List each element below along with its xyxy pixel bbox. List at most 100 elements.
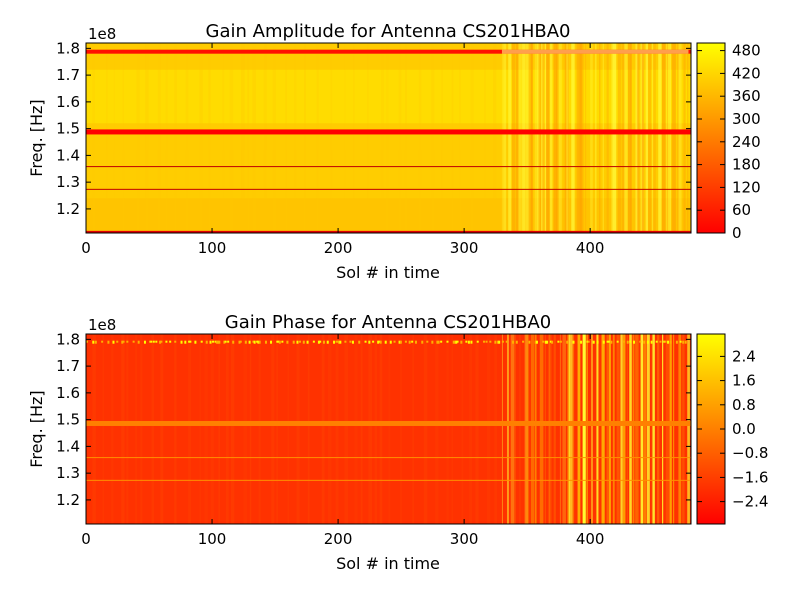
heatmap-noise	[217, 340, 220, 344]
colorbar-tick-label: 480	[732, 42, 761, 60]
heatmap-streak	[344, 43, 346, 233]
heatmap-streak	[612, 334, 615, 524]
amplitude-y-axis-label: Freq. [Hz]	[27, 99, 46, 176]
heatmap-streak	[122, 43, 125, 233]
heatmap-base	[86, 334, 691, 524]
heatmap-streak	[225, 334, 229, 524]
heatmap-noise	[456, 340, 459, 343]
heatmap-noise	[414, 340, 417, 344]
heatmap-streak	[285, 43, 288, 233]
heatmap-noise	[188, 340, 191, 343]
heatmap-streak	[461, 334, 464, 524]
heatmap-streak	[667, 43, 668, 233]
heatmap-streak	[441, 43, 443, 233]
heatmap-streak	[151, 334, 155, 524]
heatmap-noise	[143, 340, 146, 344]
heatmap-streak	[113, 43, 116, 233]
heatmap-streak	[601, 334, 605, 524]
amplitude-heatmap	[86, 43, 691, 233]
heatmap-streak	[678, 43, 682, 233]
heatmap-noise	[485, 340, 488, 343]
heatmap-streak	[687, 334, 690, 524]
heatmap-noise	[607, 340, 610, 343]
heatmap-streak	[641, 43, 644, 233]
heatmap-streak	[519, 334, 521, 524]
heatmap-noise	[132, 340, 135, 343]
colorbar-tick-label: 420	[732, 64, 761, 82]
colorbar-tick-label: 0	[732, 224, 742, 242]
heatmap-noise	[546, 340, 549, 344]
heatmap-streak	[558, 43, 562, 233]
x-tick-label: 100	[198, 530, 227, 548]
heatmap-streak	[586, 334, 588, 524]
heatmap-streak	[580, 43, 584, 233]
x-tick-label: 300	[450, 530, 479, 548]
heatmap-streak	[662, 334, 664, 524]
x-tick-label: 200	[324, 530, 353, 548]
heatmap-noise	[664, 340, 667, 343]
heatmap-streak	[668, 43, 671, 233]
heatmap-streak	[208, 43, 211, 233]
heatmap-streak	[145, 43, 149, 233]
heatmap-flag-line	[86, 230, 691, 233]
heatmap-noise	[351, 340, 354, 344]
heatmap-noise	[212, 340, 215, 343]
heatmap-noise	[534, 340, 537, 344]
heatmap-streak	[165, 43, 168, 233]
heatmap-noise	[112, 340, 115, 344]
heatmap-streak	[188, 334, 191, 524]
heatmap-noise	[286, 340, 289, 344]
heatmap-streak	[321, 334, 325, 524]
heatmap-streak	[111, 334, 114, 524]
heatmap-noise	[339, 340, 342, 344]
phase-colorbar-ticks: −2.4 −1.6 −0.8 0.0 0.8 1.6 2.4	[697, 347, 768, 511]
heatmap-streak	[673, 334, 675, 524]
heatmap-streak	[276, 334, 278, 524]
heatmap-streak	[335, 334, 339, 524]
phase-y-axis-label: Freq. [Hz]	[27, 390, 46, 467]
heatmap-noise	[602, 340, 605, 344]
heatmap-streak	[398, 43, 402, 233]
heatmap-noise	[542, 340, 545, 343]
heatmap-streak	[271, 334, 275, 524]
heatmap-streak	[512, 43, 516, 233]
heatmap-flag-line	[86, 479, 691, 481]
colorbar-tick-label: 180	[732, 156, 761, 174]
heatmap-noise	[639, 340, 642, 343]
heatmap-streak	[622, 334, 626, 524]
heatmap-streak	[621, 43, 626, 233]
heatmap-streak	[669, 334, 672, 524]
heatmap-streak	[640, 334, 644, 524]
colorbar-tick-label: −0.8	[732, 444, 768, 462]
heatmap-noise	[679, 340, 682, 343]
heatmap-streak	[385, 43, 389, 233]
heatmap-noise	[494, 340, 497, 344]
heatmap-noise	[454, 340, 457, 344]
heatmap-noise	[655, 340, 658, 343]
heatmap-noise	[160, 340, 163, 343]
heatmap-noise	[684, 340, 687, 344]
heatmap-streak	[620, 334, 623, 524]
heatmap-noise	[264, 340, 267, 344]
heatmap-streak	[611, 43, 613, 233]
phase-y-ticks: 1.2 1.3 1.4 1.5 1.6 1.7 1.8	[56, 330, 691, 509]
heatmap-noise	[431, 340, 434, 344]
heatmap-noise	[528, 340, 531, 344]
heatmap-noise	[150, 340, 153, 343]
heatmap-streak	[612, 43, 617, 233]
y-tick-label: 1.8	[56, 330, 80, 348]
heatmap-streak	[542, 43, 545, 233]
heatmap-streak	[418, 43, 422, 233]
heatmap-noise	[214, 340, 217, 343]
heatmap-streak	[572, 334, 575, 524]
heatmap-streak	[551, 334, 553, 524]
heatmap-noise	[122, 340, 125, 343]
heatmap-streak	[503, 43, 507, 233]
heatmap-streak	[553, 43, 558, 233]
heatmap-streak	[658, 43, 662, 233]
heatmap-noise	[276, 340, 279, 343]
heatmap-streak	[296, 334, 300, 524]
heatmap-noise	[319, 340, 322, 343]
heatmap-streak	[451, 43, 454, 233]
